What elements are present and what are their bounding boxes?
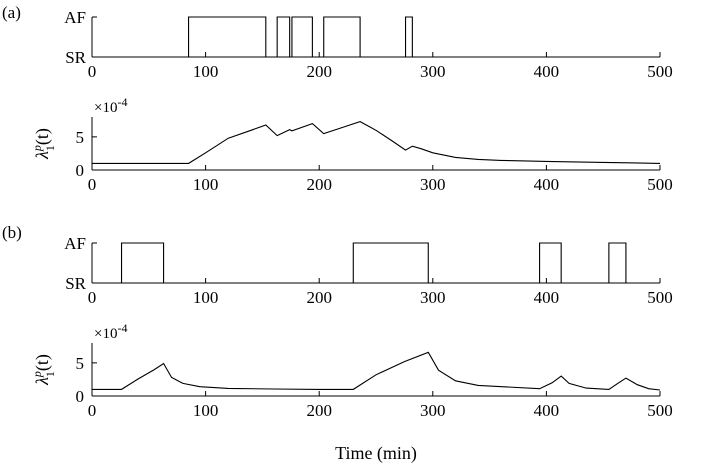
- panel-b-lambda-ytick-label: 5: [76, 354, 85, 373]
- panel-b-af-episode-2: [353, 243, 428, 283]
- panel-a-xtick-label: 100: [193, 62, 219, 81]
- rhythm-plot-b: 0 100 200 300 400 500 SR AF: [64, 234, 672, 307]
- panel-b-lambda-xtick-label: 200: [306, 401, 332, 420]
- panel-a-lambda-xtick-label: 500: [647, 175, 673, 194]
- panel-a-lambda-lambda-series-line: [92, 121, 661, 164]
- panel-a-lambda-xtick-label: 200: [306, 175, 332, 194]
- panel-b-xtick-label: 0: [88, 288, 97, 307]
- panel-a-lambda-xtick-label: 300: [420, 175, 446, 194]
- panel-b-xtick-label: 400: [534, 288, 560, 307]
- panel-a-lambda-y-axis-label: λp1(t): [30, 128, 57, 160]
- panel-a-state-label-af: AF: [64, 8, 86, 27]
- panel-a-lambda-xtick-label: 0: [88, 175, 97, 194]
- panel-a-xtick-label: 400: [534, 62, 560, 81]
- panel-a-lambda-xtick-label: 100: [193, 175, 219, 194]
- panel-a-state-label-sr: SR: [65, 48, 86, 67]
- panel-b-lambda-lambda-series-line: [92, 351, 661, 391]
- panel-b-lambda-ytick-label: 0: [76, 387, 85, 406]
- panel-b-af-episode-4: [609, 243, 626, 283]
- panel-b-state-label-af: AF: [64, 234, 86, 253]
- panel-a-af-episode-2: [277, 17, 289, 57]
- panel-b-lambda-xtick-label: 500: [647, 401, 673, 420]
- panel-a-af-episode-1: [189, 17, 266, 57]
- panel-a-xtick-label: 300: [420, 62, 446, 81]
- panel-a-xtick-label: 200: [306, 62, 332, 81]
- panel-a-lambda-ytick-label: 0: [76, 161, 85, 180]
- panel-b-rhythm-trace: [92, 242, 660, 284]
- panel-b-af-episode-3: [540, 243, 562, 283]
- panel-a-lambda-scale-multiplier: ×10-4: [94, 95, 127, 116]
- lambda-plot-b: 0 100 200 300 400 500 0 5 ×10-4 λp1(t): [30, 321, 673, 420]
- panel-a-af-episode-3: [292, 17, 312, 57]
- panel-b-lambda-xtick-label: 100: [193, 401, 219, 420]
- panel-b-lambda-y-axis-label: λp1(t): [30, 354, 57, 386]
- panel-a-af-episode-4: [324, 17, 360, 57]
- rhythm-plot-a: 0 100 200 300 400 500 SR AF: [64, 8, 672, 81]
- panel-label-a: (a): [2, 3, 21, 22]
- lambda-plot-a: 0 100 200 300 400 500 0 5 ×10-4 λp1(t): [30, 95, 673, 194]
- panel-b-xtick-label: 500: [647, 288, 673, 307]
- panel-a-rhythm-trace: [92, 16, 660, 58]
- panel-b-lambda-xtick-label: 300: [420, 401, 446, 420]
- x-axis-label: Time (min): [335, 443, 417, 464]
- panel-a-lambda-xtick-label: 400: [534, 175, 560, 194]
- panel-a-lambda-ytick-label: 5: [76, 128, 85, 147]
- panel-b-state-label-sr: SR: [65, 274, 86, 293]
- panel-b-lambda-xtick-label: 400: [534, 401, 560, 420]
- panel-b-lambda-scale-multiplier: ×10-4: [94, 321, 127, 342]
- panel-label-b: (b): [2, 223, 22, 242]
- panel-b-xtick-label: 200: [306, 288, 332, 307]
- panel-b-xtick-label: 300: [420, 288, 446, 307]
- panel-a-xtick-label: 500: [647, 62, 673, 81]
- panel-a-af-episode-5: [406, 17, 413, 57]
- panel-b-xtick-label: 100: [193, 288, 219, 307]
- panel-a-xtick-label: 0: [88, 62, 97, 81]
- panel-b-af-episode-1: [122, 243, 164, 283]
- panel-b-lambda-xtick-label: 0: [88, 401, 97, 420]
